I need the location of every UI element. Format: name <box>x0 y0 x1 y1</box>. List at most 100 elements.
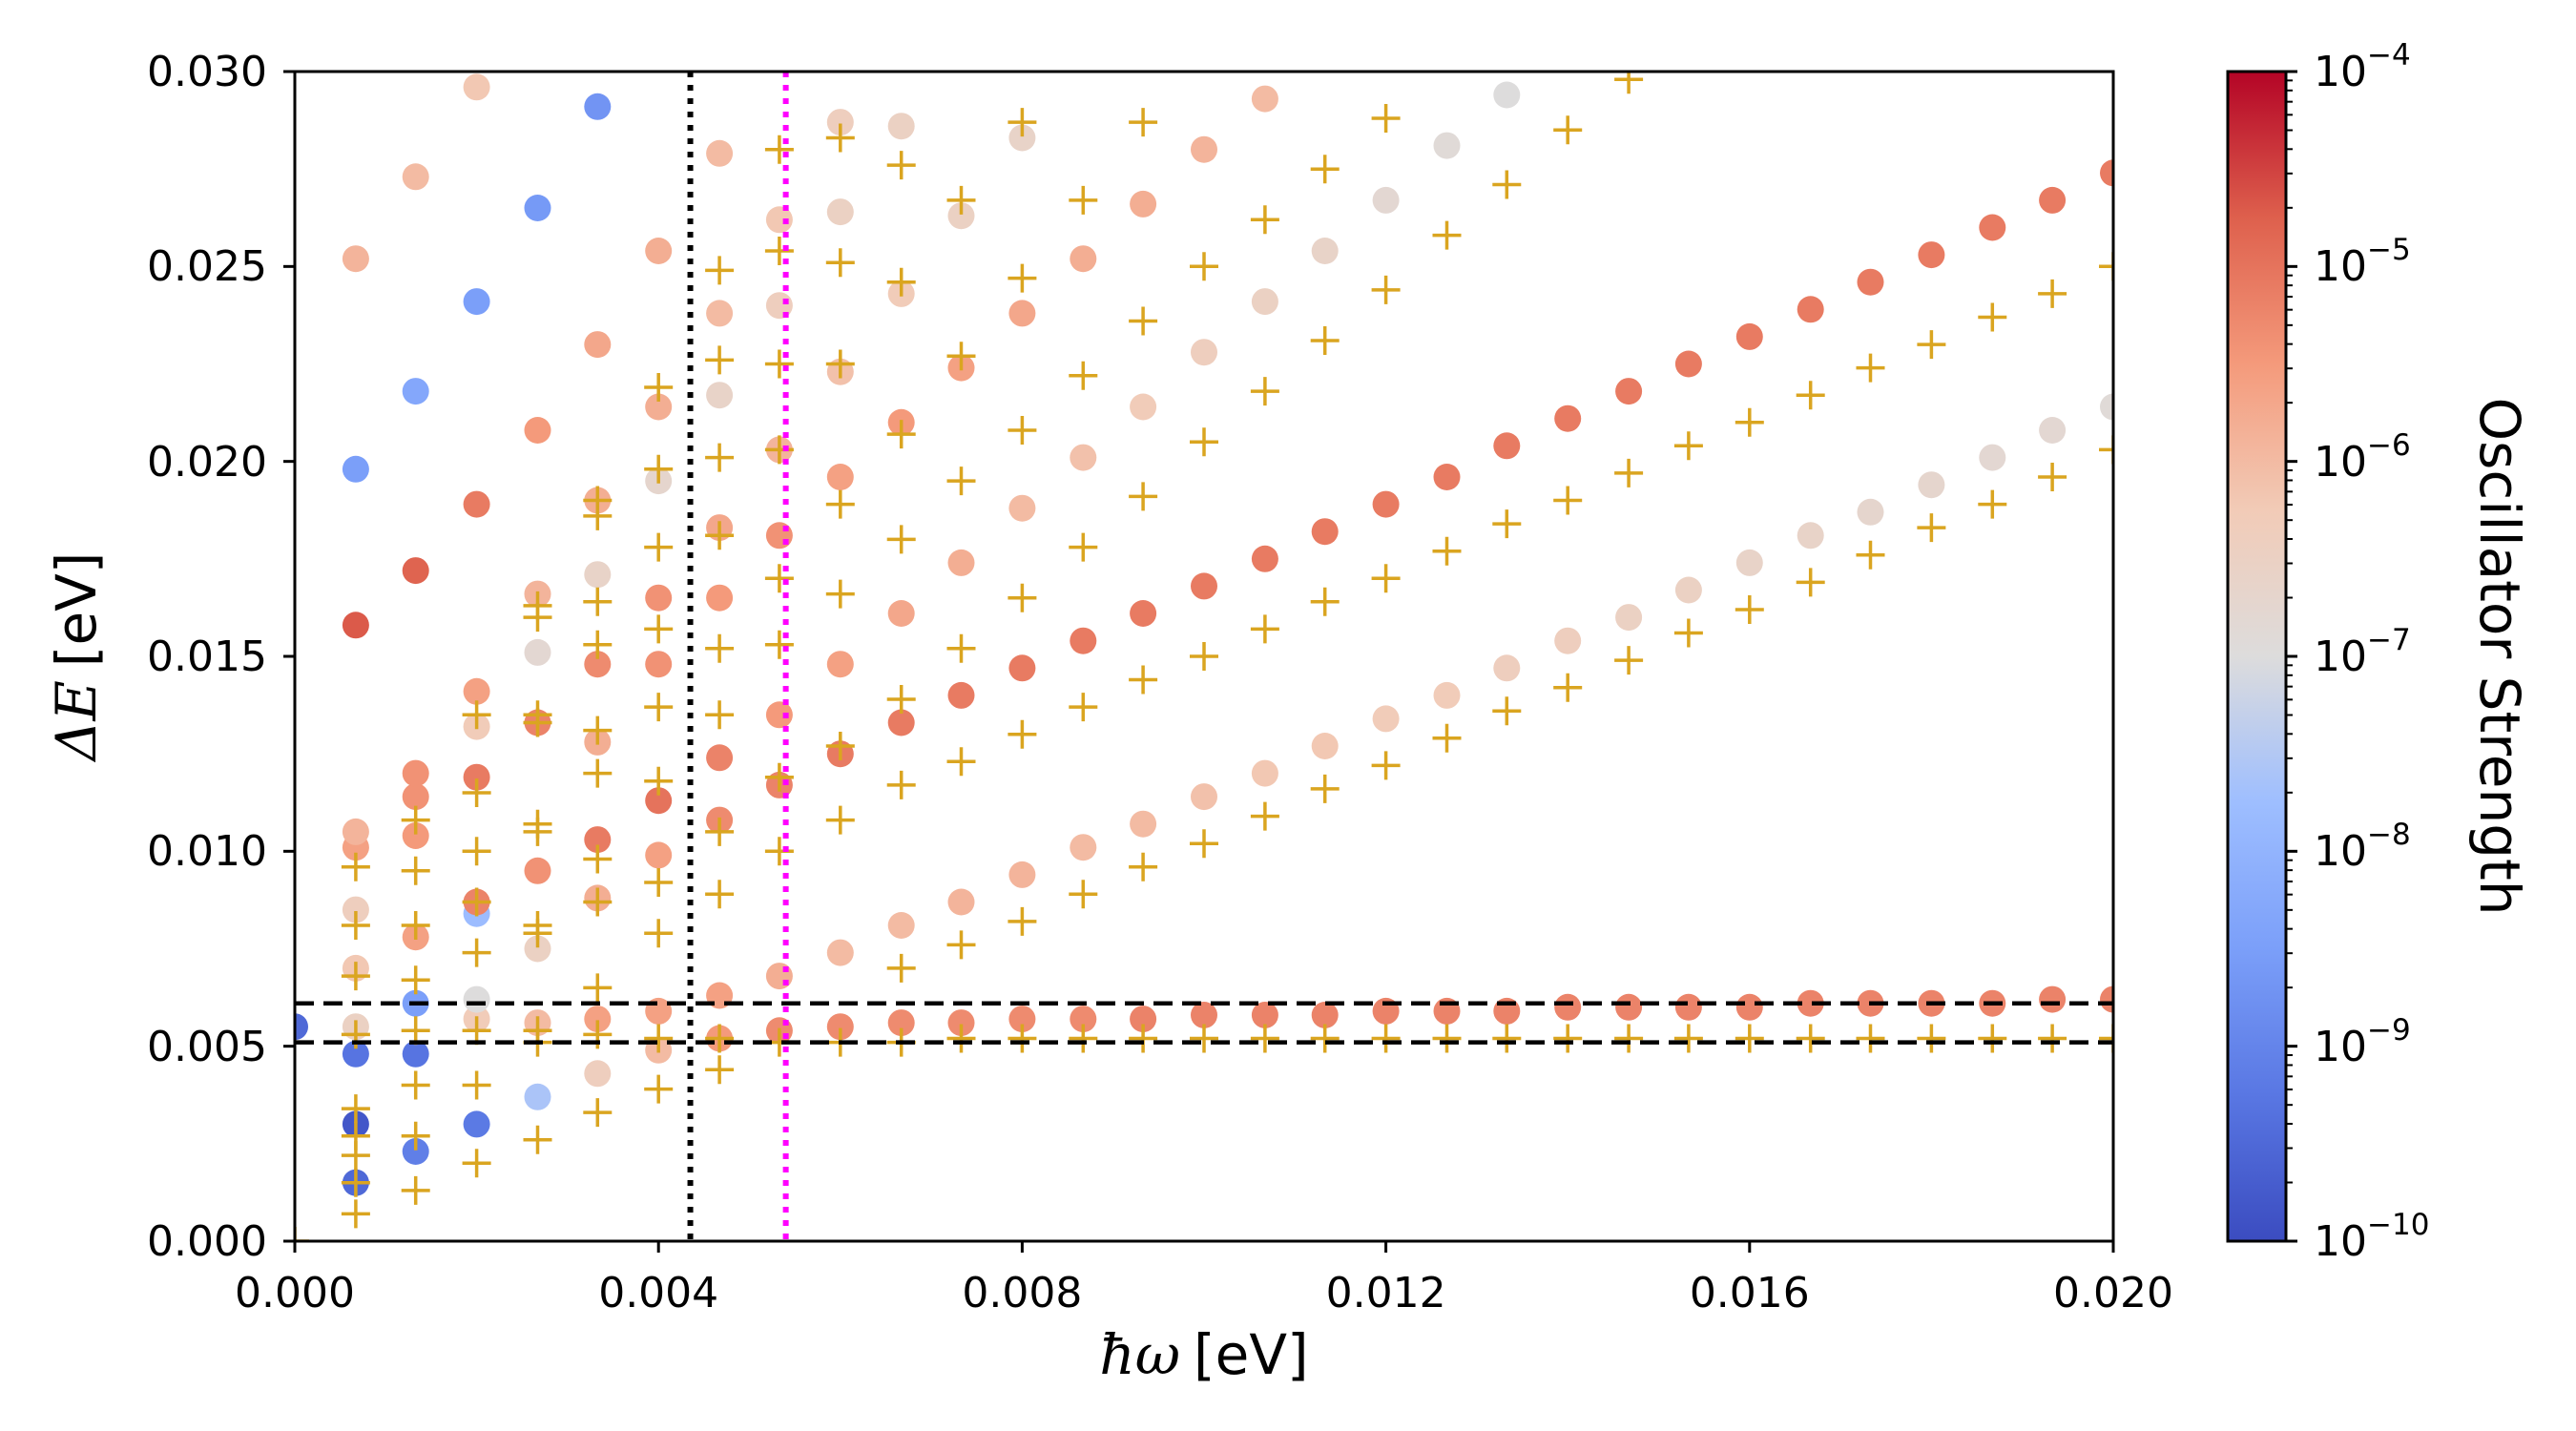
oscillator-point <box>1554 993 1582 1021</box>
oscillator-point <box>1008 861 1036 888</box>
reference-level-marker <box>341 852 370 881</box>
reference-level-marker <box>1069 880 1098 909</box>
oscillator-point <box>2039 417 2067 444</box>
oscillator-point <box>826 198 854 226</box>
reference-level-marker <box>1614 646 1644 675</box>
oscillator-point <box>463 1110 490 1138</box>
oscillator-point <box>1857 498 1884 526</box>
reference-level-marker <box>1129 1024 1158 1053</box>
reference-level-marker <box>764 435 794 465</box>
reference-level-marker <box>1069 532 1098 562</box>
oscillator-point <box>1251 85 1278 113</box>
oscillator-point <box>1130 393 1157 421</box>
oscillator-point <box>584 826 612 854</box>
reference-level-marker <box>644 532 674 562</box>
reference-level-marker <box>644 693 674 722</box>
reference-level-marker <box>341 962 370 991</box>
reference-level-marker <box>1614 72 1644 94</box>
oscillator-point <box>1735 549 1763 576</box>
y-tick-label: 0.025 <box>147 242 267 291</box>
oscillator-point <box>584 651 612 678</box>
reference-level-marker <box>2038 279 2067 308</box>
reference-level-marker <box>1553 1024 1583 1053</box>
oscillator-point <box>342 818 369 845</box>
reference-level-marker <box>1190 252 1218 281</box>
oscillator-point <box>706 584 734 612</box>
oscillator-point <box>947 202 975 230</box>
oscillator-point <box>1311 1002 1339 1028</box>
reference-level-marker <box>583 887 613 917</box>
reference-level-marker <box>1190 427 1218 457</box>
oscillator-point <box>887 113 915 140</box>
oscillator-point <box>342 455 369 483</box>
colorbar-label: Oscillator Strength <box>2467 397 2532 915</box>
oscillator-point <box>1008 1006 1036 1033</box>
reference-level-marker <box>1856 1024 1885 1053</box>
oscillator-point <box>1191 135 1217 163</box>
oscillator-point <box>1311 238 1339 264</box>
oscillator-point <box>765 701 793 729</box>
reference-level-marker <box>705 256 735 285</box>
reference-level-marker <box>1856 540 1885 570</box>
reference-level-marker <box>886 685 916 714</box>
reference-level-marker <box>462 938 491 967</box>
reference-level-marker <box>1371 1024 1401 1053</box>
reference-level-marker <box>583 486 613 515</box>
oscillator-point <box>826 939 854 966</box>
reference-level-marker <box>1250 614 1279 644</box>
oscillator-point <box>1797 296 1824 323</box>
oscillator-point <box>584 561 612 589</box>
reference-level-marker <box>1069 185 1098 215</box>
reference-level-marker <box>1917 330 1946 360</box>
x-tick-label: 0.004 <box>598 1269 718 1317</box>
oscillator-point <box>1493 654 1521 682</box>
oscillator-point <box>584 1006 612 1033</box>
oscillator-point <box>2039 186 2067 214</box>
reference-level-marker <box>1796 1024 1825 1053</box>
x-axis-symbol: ħω <box>1099 1322 1180 1387</box>
reference-level-marker <box>1796 381 1825 410</box>
colorbar: 10−4 10−5 10−6 10−7 10−8 10−9 10−10 Osci… <box>2226 38 2532 1266</box>
oscillator-point <box>463 985 490 1013</box>
oscillator-point <box>1674 350 1702 378</box>
colorbar-gradient <box>2228 72 2286 1241</box>
reference-level-marker <box>401 856 430 885</box>
oscillator-point <box>463 677 490 705</box>
oscillator-point <box>1979 214 2006 241</box>
oscillator-point <box>887 709 915 736</box>
reference-level-marker <box>1735 407 1764 437</box>
reference-level-marker <box>705 817 735 846</box>
oscillator-point <box>1433 132 1461 159</box>
oscillator-point <box>645 651 673 678</box>
x-tick-label: 0.016 <box>1690 1269 1810 1317</box>
reference-level-marker <box>1310 587 1340 616</box>
oscillator-point <box>826 1013 854 1041</box>
reference-level-marker <box>1553 673 1583 702</box>
colorbar-tick-label: 10−4 <box>2314 38 2411 96</box>
reference-level-marker <box>946 930 976 960</box>
oscillator-point <box>463 73 490 101</box>
points-layer <box>295 72 2113 1241</box>
reference-level-marker <box>2099 252 2113 281</box>
reference-level-marker <box>462 1016 491 1046</box>
y-axis-label: ΔE [eV] <box>44 552 109 763</box>
reference-level-marker <box>1129 306 1158 336</box>
reference-lines <box>295 72 2113 1241</box>
oscillator-point <box>706 382 734 409</box>
oscillator-point <box>1433 681 1461 709</box>
oscillator-point <box>463 763 490 791</box>
reference-level-marker <box>886 770 916 799</box>
reference-level-marker <box>705 880 735 909</box>
oscillator-point <box>1674 576 1702 604</box>
y-axis: 0.000 0.005 0.010 0.015 0.020 0.025 0.03… <box>147 48 267 1266</box>
oscillator-point <box>1251 288 1278 316</box>
reference-level-marker <box>705 443 735 472</box>
reference-level-marker <box>401 965 430 995</box>
oscillator-point <box>706 300 734 327</box>
oscillator-point <box>342 896 369 923</box>
x-tick-label: 0.000 <box>235 1269 355 1317</box>
oscillator-point <box>1797 989 1824 1017</box>
colorbar-tick-label: 10−7 <box>2314 623 2411 681</box>
reference-level-marker <box>523 1016 552 1046</box>
reference-level-marker <box>705 1055 735 1085</box>
